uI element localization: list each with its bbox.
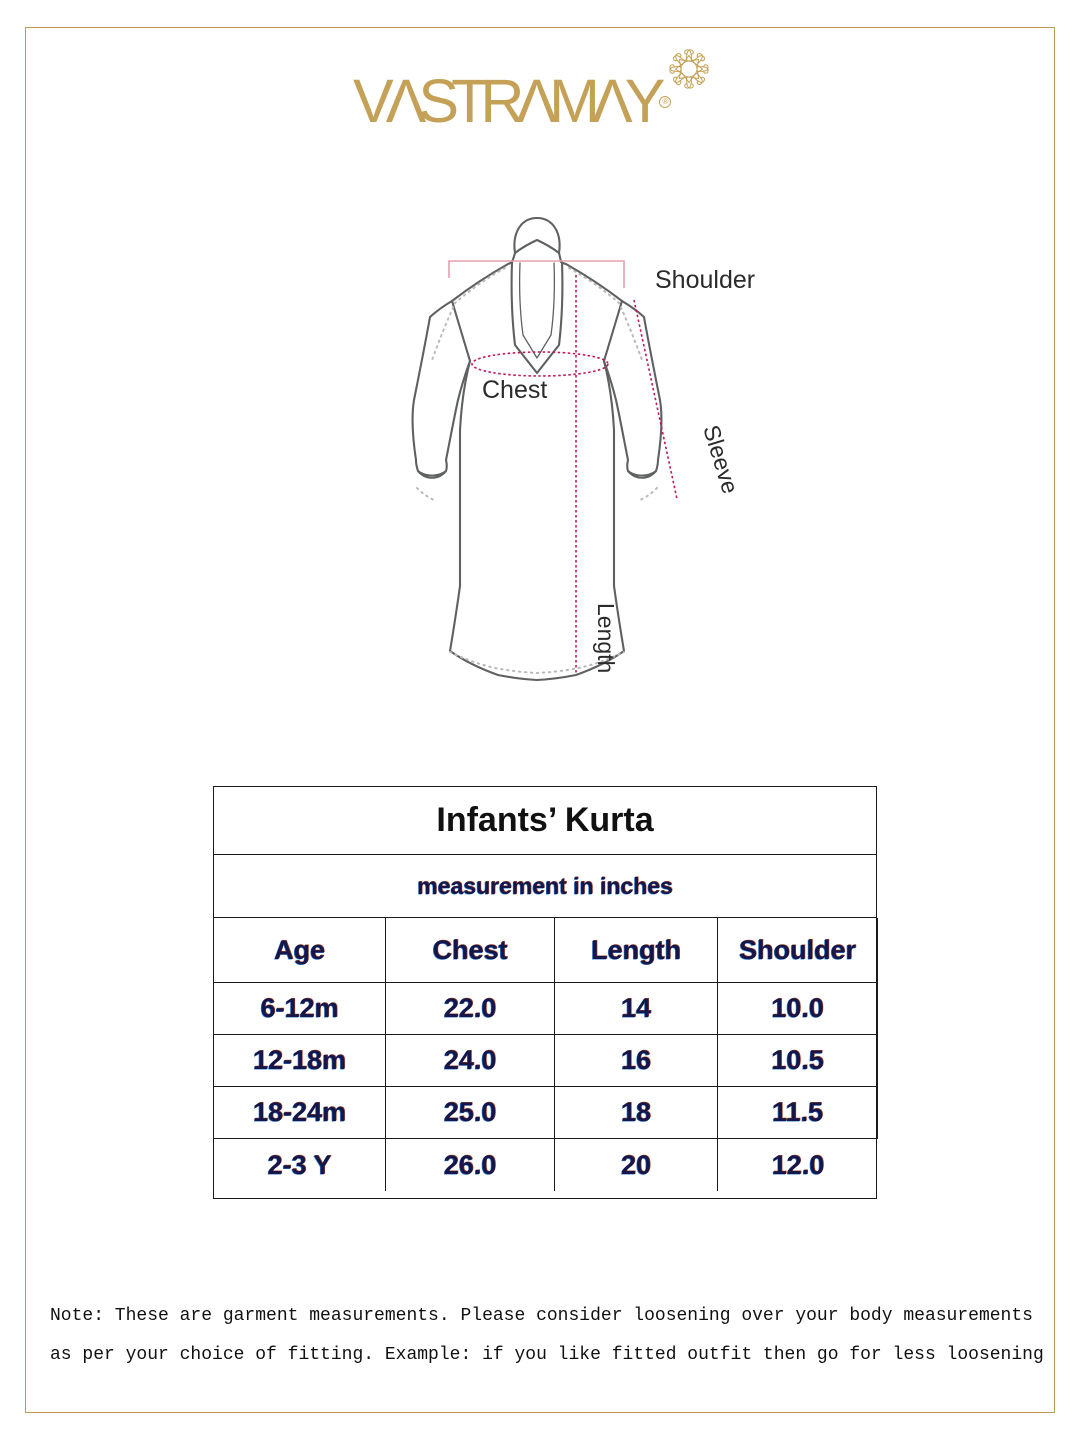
svg-text:Sleeve: Sleeve: [698, 422, 743, 497]
svg-text:Shoulder: Shoulder: [655, 266, 755, 294]
svg-text:Chest: Chest: [482, 376, 547, 404]
svg-text:Length: Length: [593, 603, 619, 673]
